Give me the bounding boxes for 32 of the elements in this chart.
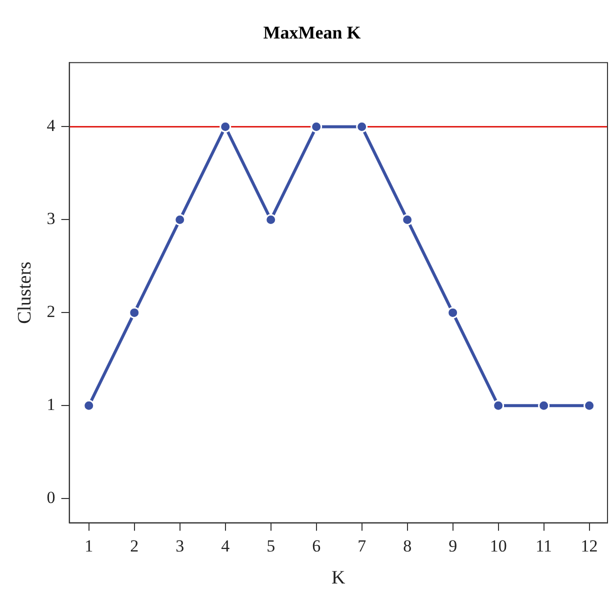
y-tick-label: 4: [46, 116, 56, 136]
point: [584, 400, 596, 412]
x-tick-label: 10: [490, 536, 507, 556]
point: [356, 121, 368, 132]
point: [220, 121, 232, 132]
x-tick-label: 2: [130, 536, 139, 556]
x-axis-title: K: [332, 568, 346, 589]
x-tick-label: 4: [221, 536, 230, 556]
point: [310, 121, 322, 132]
y-tick-label: 0: [46, 488, 56, 508]
x-tick-label: 1: [84, 536, 94, 556]
x-tick-label: 7: [358, 536, 367, 556]
y-tick-label: 2: [46, 302, 56, 322]
point: [492, 400, 504, 412]
point: [447, 306, 459, 318]
x-tick-label: 5: [266, 536, 276, 556]
point: [265, 214, 277, 226]
point: [538, 400, 550, 412]
point: [128, 306, 140, 318]
x-tick-label: 8: [403, 536, 412, 556]
point: [83, 400, 95, 412]
x-tick-label: 3: [176, 536, 184, 556]
x-tick-label: 12: [580, 536, 598, 556]
x-tick-label: 9: [448, 536, 458, 556]
y-axis-title: Clusters: [14, 262, 36, 324]
x-tick-label: 6: [312, 536, 321, 556]
x-tick-label: 11: [536, 536, 552, 556]
chart-title: MaxMean K: [263, 22, 361, 42]
point: [174, 214, 186, 226]
point: [402, 214, 414, 226]
y-tick-label: 3: [46, 209, 56, 228]
y-tick-label: 1: [46, 395, 56, 414]
